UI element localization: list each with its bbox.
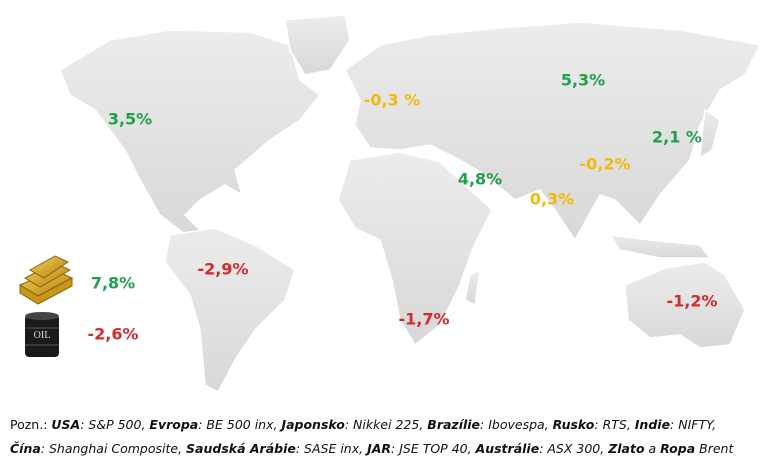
footnote-run: : NIFTY,	[670, 417, 717, 432]
footnote-run: Saudská Arábie	[186, 441, 296, 456]
footnote-run: a	[644, 441, 661, 456]
return-label: 5,3%	[561, 71, 605, 90]
footnote-line: Čína: Shanghai Composite, Saudská Arábie…	[10, 437, 733, 461]
footnote-line: Pozn.: USA: S&P 500, Evropa: BE 500 inx,…	[10, 413, 733, 437]
footnote-run: : SASE inx,	[295, 441, 368, 456]
continents	[59, 14, 762, 394]
return-label: 0,3%	[530, 190, 574, 209]
footnote-run: Ropa	[660, 441, 696, 456]
south-america	[164, 227, 296, 394]
footnote-run: Čína	[10, 441, 41, 456]
svg-text:OIL: OIL	[34, 330, 51, 341]
footnote-run: Indie	[634, 417, 671, 432]
footnote-run: USA	[51, 417, 81, 432]
footnote-run: : Ibovespa,	[480, 417, 553, 432]
return-label: 2,1 %	[652, 128, 702, 147]
return-label: -1,7%	[398, 310, 449, 329]
eurasia	[344, 21, 762, 242]
madagascar	[464, 268, 481, 307]
return-label: -0,2%	[579, 155, 630, 174]
return-label: -1,2%	[666, 292, 717, 311]
map: OIL 3,5% -0,3 % 5,3% 2,1 % -0,2% 4,8% 0,3% -2,9…	[18, 14, 762, 394]
return-label: 4,8%	[458, 170, 502, 189]
footnote-run: Brent	[695, 441, 734, 456]
indonesia	[608, 234, 712, 259]
footnote-run: : RTS,	[594, 417, 635, 432]
return-label: -0,3 %	[364, 91, 421, 110]
greenland	[284, 14, 351, 76]
footnote-run: Evropa	[149, 417, 199, 432]
japan	[699, 108, 721, 160]
north-america	[59, 29, 322, 239]
footnote-run: : ASX 300,	[539, 441, 609, 456]
footnote-run: : BE 500 inx,	[198, 417, 282, 432]
footnote-run: : JSE TOP 40,	[391, 441, 476, 456]
footnote-run: Pozn.:	[10, 417, 52, 432]
footnote-run: Brazílie	[427, 417, 481, 432]
australia	[624, 261, 746, 349]
return-label: 3,5%	[108, 110, 152, 129]
footnote-run: JAR	[367, 441, 392, 456]
return-label: -2,6%	[87, 325, 138, 344]
return-label: 7,8%	[91, 274, 135, 293]
oil-icon: OIL	[25, 312, 59, 357]
gold-icon	[18, 255, 74, 305]
footnote: Pozn.: USA: S&P 500, Evropa: BE 500 inx,…	[10, 413, 733, 461]
footnote-run: Zlato	[608, 441, 645, 456]
return-label: -2,9%	[197, 260, 248, 279]
footnote-run: : S&P 500,	[80, 417, 150, 432]
footnote-run: : Shanghai Composite,	[40, 441, 187, 456]
africa	[337, 151, 493, 347]
footnote-run: Japonsko	[281, 417, 345, 432]
footnote-run: Rusko	[552, 417, 595, 432]
footnote-run: : Nikkei 225,	[344, 417, 428, 432]
footnote-run: Austrálie	[475, 441, 540, 456]
